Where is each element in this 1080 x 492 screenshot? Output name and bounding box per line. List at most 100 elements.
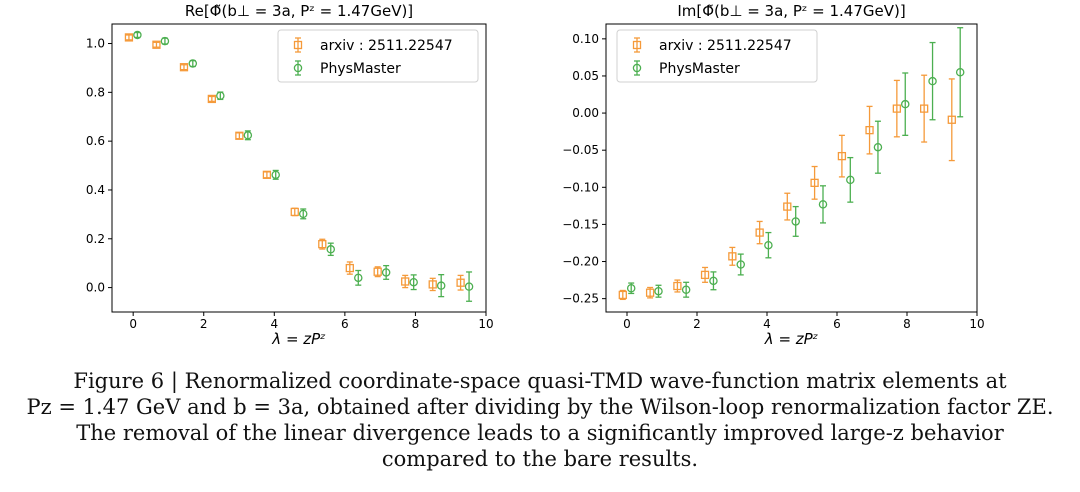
data-point [873,142,883,152]
series-arxiv [124,33,465,292]
legend-marker [293,63,303,73]
legend-marker [632,63,642,73]
data-point [235,131,244,140]
legend: arxiv : 2511.22547 PhysMaster [616,29,818,83]
chart-panel-1: Re[Φ̃(b⊥ = 3a, Pᶻ = 1.47GeV)] λ = zPᶻ 0 2 4 6… [86,2,494,348]
data-point [318,239,327,249]
data-point [160,36,170,46]
x-axis-label: λ = zPᶻ [271,330,325,348]
data-point [456,278,465,287]
chart-title: Re[Φ̃(b⊥ = 3a, Pᶻ = 1.47GeV)] [185,2,413,20]
data-point [810,178,819,187]
caption-line-4: compared to the bare results. [381,447,699,471]
data-point [271,170,280,180]
legend-label: arxiv : 2511.22547 [320,38,453,54]
data-point [681,285,691,294]
y-tick-label: 1.0 [86,37,105,51]
y-tick-label: −0.20 [562,255,599,269]
x-tick-label: 2 [693,317,701,331]
x-tick-label: 8 [903,317,911,331]
caption-line-3: The removal of the linear divergence lea… [76,421,1004,445]
data-point [345,263,354,273]
data-point [673,281,682,291]
data-point [728,252,737,261]
data-point [846,175,855,185]
data-point [645,288,655,297]
data-point [298,209,308,219]
data-point [700,270,710,280]
series-physmaster [626,27,965,298]
data-point [755,228,764,237]
y-tick-label: −0.05 [562,143,599,157]
plot-frame [605,23,978,313]
caption-line-1: Figure 6 | Renormalized coordinate-space… [73,369,1007,393]
chart-panel-2: Im[Φ̃(b⊥ = 3a, Pᶻ = 1.47GeV)] λ = zPᶻ 0 2 4 6… [562,2,984,348]
data-point [892,104,901,113]
data-point [764,240,773,250]
data-point [401,277,410,286]
data-point [243,131,253,140]
y-tick-label: −0.10 [562,180,599,194]
data-point [381,268,391,277]
x-tick-label: 6 [341,317,349,331]
y-tick-label: 0.05 [572,69,599,83]
legend-box [277,29,479,83]
data-point [133,30,142,40]
legend-marker [632,40,642,50]
legend-marker [293,40,303,50]
y-tick-label: 0.4 [86,183,105,197]
caption-line-2: Pz = 1.47 GeV and b = 3a, obtained after… [26,395,1054,419]
plot-frame [111,23,487,313]
x-tick-label: 6 [833,317,841,331]
x-tick-label: 0 [623,317,631,331]
y-tick-label: 0.8 [86,85,105,99]
series-physmaster [133,30,474,302]
data-point [901,99,910,109]
figure-plots: Re[Φ̃(b⊥ = 3a, Pᶻ = 1.47GeV)] λ = zPᶻ 0 2 4 6… [86,2,985,348]
legend-label: arxiv : 2511.22547 [659,38,792,54]
data-point [354,273,363,283]
y-tick-label: −0.25 [562,292,599,306]
data-point [262,170,272,179]
data-point [409,277,418,287]
data-point [207,94,217,104]
data-point [428,280,437,289]
data-point [373,267,382,276]
data-point [179,63,189,72]
data-point [709,276,718,286]
x-tick-label: 2 [200,317,208,331]
data-point [928,76,937,86]
x-tick-label: 0 [129,317,137,331]
data-point [152,40,161,49]
y-tick-label: 0.10 [572,32,599,46]
data-point [188,59,198,68]
data-point [618,290,627,300]
x-tick-label: 4 [763,317,771,331]
legend-label: PhysMaster [659,61,740,77]
x-tick-label: 10 [478,317,493,331]
data-point [865,125,874,135]
y-tick-label: 0.2 [86,232,105,246]
data-point [216,91,225,101]
data-point [626,283,636,293]
y-tick-label: 0.0 [86,281,105,295]
y-tick-label: 0.6 [86,134,105,148]
data-point [955,67,965,77]
series-arxiv [618,74,956,301]
y-tick-label: −0.15 [562,217,599,231]
data-point [947,115,956,124]
data-point [920,104,929,113]
legend-label: PhysMaster [320,61,401,77]
legend: arxiv : 2511.22547 PhysMaster [277,29,479,83]
data-point [290,207,299,217]
data-point [783,202,792,211]
y-tick-label: 0.00 [572,106,599,120]
data-point [818,200,828,209]
data-point [791,217,800,226]
data-point [736,260,746,269]
data-point [326,245,336,254]
x-tick-label: 4 [270,317,278,331]
chart-title: Im[Φ̃(b⊥ = 3a, Pᶻ = 1.47GeV)] [677,2,905,20]
data-point [124,33,134,42]
data-point [837,151,847,161]
